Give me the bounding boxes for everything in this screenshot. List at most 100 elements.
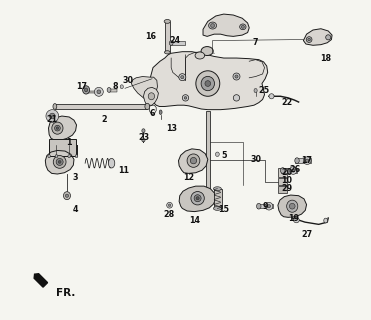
Ellipse shape	[269, 94, 274, 99]
Ellipse shape	[164, 51, 170, 54]
Ellipse shape	[267, 204, 270, 208]
Text: 21: 21	[46, 115, 57, 124]
Ellipse shape	[196, 197, 199, 200]
Ellipse shape	[107, 87, 111, 92]
Ellipse shape	[167, 202, 173, 208]
Ellipse shape	[55, 155, 58, 158]
Polygon shape	[278, 195, 306, 217]
Text: 25: 25	[258, 86, 269, 95]
Bar	[171, 42, 184, 45]
Bar	[214, 189, 221, 208]
Ellipse shape	[324, 218, 328, 223]
Ellipse shape	[120, 85, 124, 89]
Ellipse shape	[209, 22, 217, 29]
Text: 10: 10	[281, 176, 292, 185]
Bar	[278, 178, 287, 186]
Ellipse shape	[94, 87, 103, 96]
Bar	[55, 104, 147, 109]
Ellipse shape	[52, 122, 63, 134]
Ellipse shape	[187, 154, 200, 167]
Ellipse shape	[48, 155, 50, 158]
Bar	[295, 158, 311, 163]
Polygon shape	[45, 150, 74, 174]
Text: 17: 17	[301, 156, 312, 165]
Ellipse shape	[142, 129, 145, 132]
Ellipse shape	[65, 194, 69, 197]
Polygon shape	[303, 29, 332, 45]
Ellipse shape	[254, 88, 257, 92]
Ellipse shape	[85, 88, 88, 92]
Bar	[165, 22, 170, 52]
Ellipse shape	[159, 110, 162, 115]
Ellipse shape	[265, 202, 273, 210]
Ellipse shape	[287, 200, 298, 212]
Text: 24: 24	[170, 36, 181, 45]
Text: 29: 29	[281, 184, 292, 193]
Ellipse shape	[55, 125, 60, 131]
Text: FR.: FR.	[56, 288, 75, 298]
Ellipse shape	[58, 160, 61, 163]
Polygon shape	[144, 87, 158, 107]
Bar	[206, 111, 210, 202]
Ellipse shape	[303, 157, 311, 164]
Ellipse shape	[194, 195, 201, 202]
Ellipse shape	[292, 169, 295, 172]
Ellipse shape	[168, 204, 171, 206]
Ellipse shape	[145, 103, 150, 110]
Text: 28: 28	[163, 210, 175, 219]
Polygon shape	[150, 52, 268, 110]
Ellipse shape	[233, 73, 240, 80]
Ellipse shape	[280, 168, 285, 173]
Ellipse shape	[240, 24, 246, 30]
Text: 7: 7	[253, 38, 258, 47]
Ellipse shape	[213, 187, 221, 191]
Bar	[278, 187, 287, 194]
Ellipse shape	[179, 74, 186, 81]
Ellipse shape	[53, 104, 57, 109]
Ellipse shape	[308, 38, 311, 41]
Text: 15: 15	[218, 205, 229, 214]
Ellipse shape	[257, 203, 261, 209]
Text: 27: 27	[301, 230, 312, 239]
Ellipse shape	[213, 206, 221, 210]
Ellipse shape	[235, 75, 238, 78]
Ellipse shape	[295, 158, 299, 164]
Text: 14: 14	[190, 216, 201, 225]
Text: 18: 18	[320, 53, 331, 62]
Text: 26: 26	[290, 165, 301, 174]
Ellipse shape	[108, 158, 115, 168]
Ellipse shape	[68, 155, 70, 158]
Ellipse shape	[75, 155, 78, 158]
Text: 23: 23	[138, 132, 150, 141]
Ellipse shape	[169, 41, 173, 45]
Ellipse shape	[53, 156, 66, 168]
Bar	[86, 91, 101, 93]
Ellipse shape	[56, 158, 63, 165]
Ellipse shape	[191, 192, 204, 205]
Ellipse shape	[56, 127, 59, 129]
Ellipse shape	[242, 25, 244, 28]
Text: 9: 9	[262, 202, 268, 211]
Text: 30: 30	[250, 155, 261, 164]
Bar	[109, 89, 117, 92]
Text: 16: 16	[145, 32, 156, 41]
Text: 1: 1	[66, 138, 72, 147]
Text: 6: 6	[149, 109, 155, 118]
Ellipse shape	[205, 81, 211, 86]
Ellipse shape	[211, 24, 214, 28]
Text: 13: 13	[166, 124, 177, 132]
Polygon shape	[179, 186, 216, 212]
Text: 22: 22	[282, 98, 293, 107]
Ellipse shape	[148, 93, 155, 100]
Ellipse shape	[63, 192, 70, 200]
Text: 8: 8	[112, 82, 118, 91]
Ellipse shape	[142, 139, 145, 142]
Text: 12: 12	[183, 173, 194, 182]
Polygon shape	[178, 149, 208, 173]
Ellipse shape	[184, 97, 187, 99]
Bar	[257, 204, 273, 208]
Ellipse shape	[326, 35, 331, 40]
Ellipse shape	[182, 95, 189, 101]
Text: 3: 3	[73, 173, 78, 182]
Ellipse shape	[233, 95, 240, 101]
